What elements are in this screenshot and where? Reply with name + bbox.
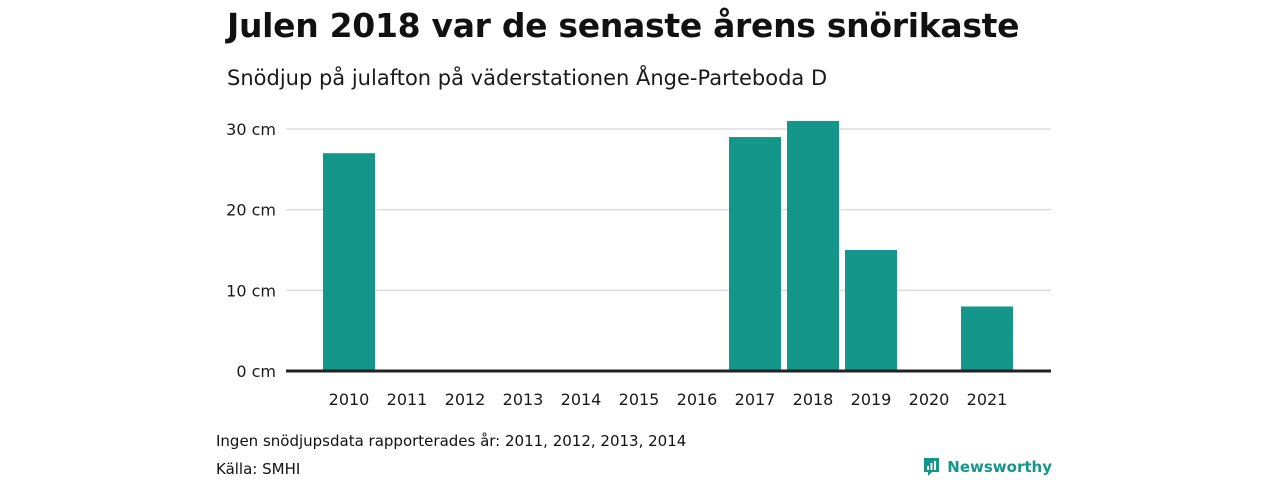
x-tick-label: 2018 <box>793 390 834 409</box>
bar <box>323 153 375 371</box>
x-tick-label: 2010 <box>329 390 370 409</box>
bar <box>729 137 781 371</box>
chart-title: Julen 2018 var de senaste årens snörikas… <box>227 6 1020 45</box>
bar <box>787 120 839 371</box>
newsworthy-brand: Newsworthy <box>923 457 1052 477</box>
x-tick-label: 2020 <box>909 390 950 409</box>
y-tick-label: 0 cm <box>236 362 276 381</box>
x-tick-label: 2021 <box>967 390 1008 409</box>
y-tick-label: 10 cm <box>226 281 276 300</box>
x-tick-label: 2017 <box>735 390 776 409</box>
chart-subtitle: Snödjup på julafton på väderstationen Ån… <box>227 66 828 90</box>
y-tick-label: 20 cm <box>226 201 276 220</box>
x-tick-label: 2015 <box>619 390 660 409</box>
x-tick-label: 2019 <box>851 390 892 409</box>
brand-name: Newsworthy <box>947 458 1052 476</box>
source-label: Källa: SMHI <box>216 460 301 478</box>
bar <box>845 250 897 371</box>
newsworthy-logo-icon <box>924 458 940 476</box>
x-tick-label: 2012 <box>445 390 486 409</box>
y-tick-label: 30 cm <box>226 120 276 139</box>
x-tick-label: 2011 <box>387 390 428 409</box>
missing-data-note: Ingen snödjupsdata rapporterades år: 201… <box>216 432 687 450</box>
bar <box>961 306 1013 371</box>
x-tick-label: 2013 <box>503 390 544 409</box>
x-tick-label: 2016 <box>677 390 718 409</box>
x-tick-label: 2014 <box>561 390 602 409</box>
